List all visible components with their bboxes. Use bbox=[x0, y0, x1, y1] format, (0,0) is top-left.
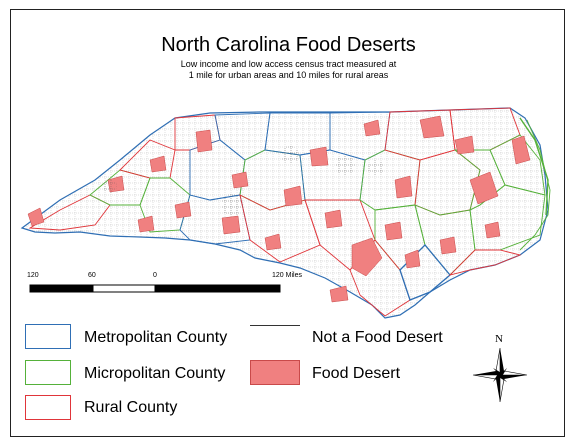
legend-swatch-micro bbox=[25, 360, 71, 385]
legend-label-rural: Rural County bbox=[84, 399, 178, 416]
legend-label-micro: Micropolitan County bbox=[84, 365, 226, 382]
scale-label-120: 120 bbox=[27, 272, 39, 279]
north-arrow bbox=[472, 347, 528, 403]
scale-label-120-miles: 120 Miles bbox=[272, 272, 302, 279]
legend-label-desert: Food Desert bbox=[312, 365, 401, 382]
north-label: N bbox=[495, 333, 503, 345]
outer-banks bbox=[519, 119, 551, 251]
legend-swatch-rural bbox=[25, 395, 71, 420]
subtitle-line-1: Low income and low access census tract m… bbox=[180, 59, 397, 69]
scale-bar bbox=[29, 284, 281, 293]
subtitle-line-2: 1 mile for urban areas and 10 miles for … bbox=[188, 70, 389, 80]
legend-swatch-metro bbox=[25, 324, 71, 349]
legend-label-metro: Metropolitan County bbox=[84, 329, 228, 346]
legend-label-not-desert: Not a Food Desert bbox=[312, 329, 443, 346]
map-subtitle: Low income and low access census tract m… bbox=[0, 59, 577, 81]
map-title: North Carolina Food Deserts bbox=[161, 34, 416, 56]
scale-label-60: 60 bbox=[88, 272, 96, 279]
legend-swatch-not-desert bbox=[250, 325, 300, 326]
county-outlines bbox=[28, 107, 549, 317]
food-desert-areas bbox=[27, 115, 531, 303]
legend-swatch-desert bbox=[250, 360, 300, 385]
scale-label-0: 0 bbox=[153, 272, 157, 279]
urban-tract-clusters bbox=[103, 146, 384, 216]
